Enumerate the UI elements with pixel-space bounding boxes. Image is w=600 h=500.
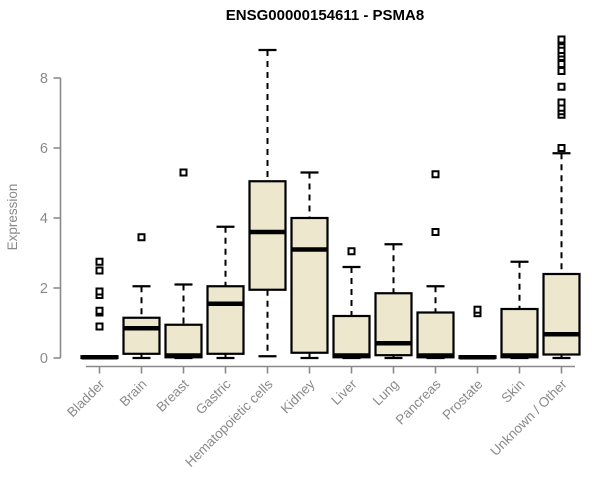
box-breast [164, 168, 203, 360]
outlier-point [473, 305, 482, 314]
y-tick-label: 2 [40, 281, 48, 297]
box-liver [332, 247, 371, 360]
outlier-point [557, 98, 566, 107]
iqr-box [290, 216, 329, 354]
outlier-point [95, 257, 104, 266]
x-tick-label: Pancreas [393, 376, 444, 427]
outlier-point [431, 170, 440, 179]
iqr-box [332, 314, 371, 359]
outlier-point [431, 228, 440, 236]
iqr-box [122, 316, 161, 355]
outlier-point [557, 67, 566, 75]
iqr-box [500, 307, 539, 359]
y-tick-label: 8 [40, 71, 48, 87]
outlier-point [95, 322, 104, 331]
iqr-box [542, 272, 581, 356]
outlier-point [95, 287, 104, 296]
outlier-point [557, 82, 566, 91]
box-lung [374, 243, 413, 360]
box-unknown-other [542, 35, 581, 360]
x-tick-label: Skin [498, 377, 527, 406]
y-tick-label: 6 [40, 141, 48, 157]
x-tick-label: Lung [370, 377, 402, 409]
iqr-box [164, 323, 203, 359]
box-bladder [80, 257, 119, 360]
iqr-box [416, 311, 455, 359]
x-tick-label: Gastric [193, 376, 234, 417]
x-tick-label: Breast [153, 376, 191, 414]
outlier-point [557, 144, 566, 152]
box-hematopoietic-cells [248, 48, 287, 358]
iqr-box [248, 180, 287, 291]
iqr-box [374, 292, 413, 357]
x-tick-label: Unknown / Other [487, 376, 570, 459]
outlier-point [557, 35, 566, 44]
iqr-box [206, 285, 245, 355]
outlier-point [179, 168, 188, 177]
box-brain [122, 233, 161, 360]
y-axis: 0 2 4 6 8 [40, 71, 62, 367]
box-skin [500, 260, 539, 360]
box-prostate [458, 305, 497, 360]
x-tick-label: Liver [328, 376, 360, 408]
x-tick-label: Prostate [439, 377, 485, 423]
y-tick-label: 4 [40, 211, 48, 227]
outlier-point [347, 247, 356, 256]
box-kidney [290, 171, 329, 360]
x-tick-label: Brain [117, 377, 150, 410]
x-tick-label: Kidney [278, 376, 318, 416]
outlier-point [557, 60, 566, 68]
outlier-point [95, 306, 104, 315]
outlier-point [137, 233, 146, 242]
box-gastric [206, 225, 245, 360]
y-tick-label: 0 [40, 351, 48, 367]
box-pancreas [416, 170, 455, 360]
outlier-point [95, 266, 104, 275]
chart-title: ENSG00000154611 - PSMA8 [225, 7, 425, 24]
x-tick-label: Bladder [64, 376, 108, 420]
